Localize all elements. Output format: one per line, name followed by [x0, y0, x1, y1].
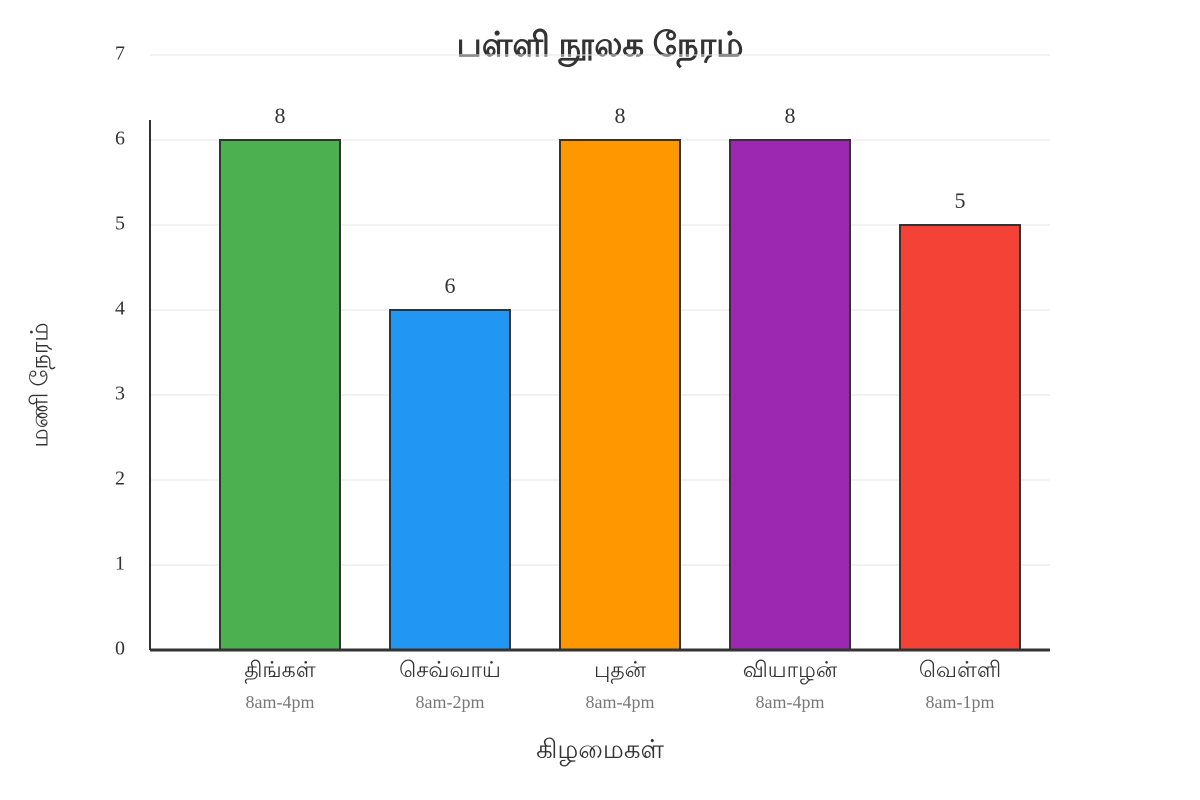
y-tick-label: 0 — [115, 638, 125, 660]
bar-label: 8 — [785, 103, 796, 128]
x-sub-label: 8am-2pm — [416, 692, 485, 712]
x-tick-label: வெள்ளி — [919, 657, 1001, 682]
bar-label: 8 — [275, 103, 286, 128]
bar — [219, 139, 341, 651]
x-sub-label: 8am-4pm — [586, 692, 655, 712]
x-tick-label: வியாழன் — [743, 657, 838, 684]
x-tick-label: செவ்வாய் — [399, 657, 501, 682]
bar-label: 5 — [955, 188, 966, 213]
x-tick-label: திங்கள் — [244, 657, 315, 684]
y-tick-label: 1 — [115, 553, 125, 575]
x-sub-label: 8am-4pm — [246, 692, 315, 712]
x-sub-label: 8am-1pm — [926, 692, 995, 712]
bar — [559, 139, 681, 651]
bar — [729, 139, 851, 651]
bar — [899, 224, 1021, 651]
y-axis-label: மணி நேரம் — [28, 322, 56, 447]
y-tick-label: 7 — [115, 43, 125, 65]
x-tick-label: புதன் — [594, 657, 647, 684]
bar — [389, 309, 511, 651]
y-tick-label: 3 — [115, 383, 125, 405]
bar-label: 8 — [615, 103, 626, 128]
bars: 8 திங்கள் 8am-4pm 6 செவ்வாய் 8am-2pm 8 புதன் 8am… — [219, 103, 1021, 712]
y-tick-label: 4 — [115, 298, 125, 320]
chart-title: பள்ளி நூலக நேரம் — [456, 27, 743, 68]
y-tick-label: 5 — [115, 213, 125, 235]
bar-label: 6 — [445, 273, 456, 298]
y-tick-label: 2 — [115, 468, 125, 490]
x-axis-label: கிழமைகள் — [536, 735, 664, 766]
y-tick-label: 6 — [115, 128, 125, 150]
x-sub-label: 8am-4pm — [756, 692, 825, 712]
